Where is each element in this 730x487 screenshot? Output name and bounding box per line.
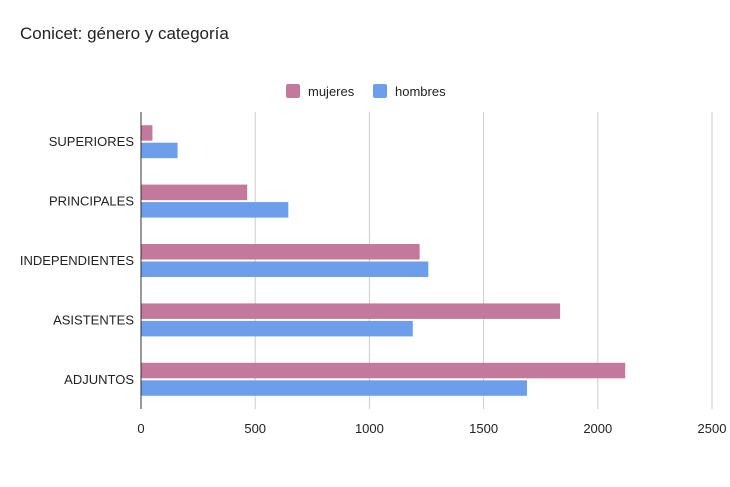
- bar-hombres-principales: [141, 202, 289, 218]
- bar-mujeres-superiores: [141, 125, 153, 141]
- x-tick-label-2500: 2500: [698, 421, 727, 436]
- bar-hombres-superiores: [141, 142, 178, 159]
- legend: mujeres hombres: [286, 84, 446, 99]
- category-label-independientes: INDEPENDIENTES: [20, 253, 134, 268]
- x-tick-label-0: 0: [137, 421, 144, 436]
- legend-swatch-hombres: [373, 84, 387, 98]
- legend-swatch-mujeres: [286, 84, 300, 98]
- bar-mujeres-principales: [141, 184, 248, 201]
- category-labels: SUPERIORES PRINCIPALES INDEPENDIENTES ASIST…: [20, 134, 134, 387]
- x-tick-label-2000: 2000: [583, 421, 612, 436]
- gridlines: [254, 112, 713, 409]
- legend-label-mujeres: mujeres: [308, 84, 355, 99]
- x-tick-label-1500: 1500: [469, 421, 498, 436]
- bar-mujeres-asistentes: [141, 303, 561, 319]
- x-tick-label-1000: 1000: [355, 421, 384, 436]
- bars: [141, 125, 626, 396]
- x-tick-label-500: 500: [244, 421, 266, 436]
- bar-hombres-asistentes: [141, 320, 413, 337]
- x-tick-labels: 0 500 1000 1500 2000 2500: [137, 421, 726, 436]
- category-label-principales: PRINCIPALES: [49, 194, 134, 209]
- bar-mujeres-adjuntos: [141, 362, 626, 379]
- chart-title: Conicet: género y categoría: [20, 24, 229, 43]
- category-label-adjuntos: ADJUNTOS: [64, 372, 134, 387]
- bar-hombres-adjuntos: [141, 380, 527, 396]
- bar-mujeres-independientes: [141, 244, 420, 260]
- legend-label-hombres: hombres: [395, 84, 446, 99]
- category-label-asistentes: ASISTENTES: [53, 312, 134, 327]
- bar-hombres-independientes: [141, 261, 429, 277]
- category-label-superiores: SUPERIORES: [49, 134, 135, 149]
